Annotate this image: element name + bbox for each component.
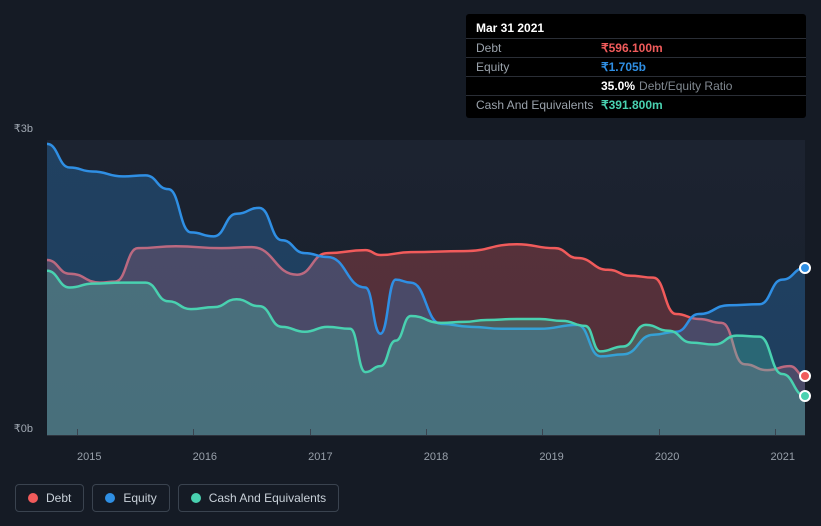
x-axis-tick: [193, 429, 194, 435]
x-axis-label: 2020: [655, 451, 679, 463]
tooltip-row-sublabel: Debt/Equity Ratio: [639, 79, 732, 93]
tooltip-row-label: Debt: [476, 41, 601, 55]
x-axis-label: 2017: [308, 451, 332, 463]
series-endpoint-equity: [799, 262, 811, 274]
x-axis-tick: [542, 429, 543, 435]
legend-item-equity[interactable]: Equity: [92, 484, 169, 512]
tooltip-row: Equity₹1.705b: [466, 57, 806, 76]
chart-area: ₹3b ₹0b 2015201620172018201920202021: [15, 120, 805, 440]
x-axis-tick: [310, 429, 311, 435]
x-axis-tick: [775, 429, 776, 435]
chart-plot[interactable]: 2015201620172018201920202021: [47, 140, 805, 435]
tooltip-row-value: ₹391.800m: [601, 98, 663, 112]
tooltip-date: Mar 31 2021: [466, 18, 806, 38]
legend-label: Equity: [123, 491, 156, 505]
x-axis-tick: [77, 429, 78, 435]
tooltip-row: Debt₹596.100m: [466, 38, 806, 57]
chart-tooltip: Mar 31 2021 Debt₹596.100mEquity₹1.705b35…: [466, 14, 806, 118]
x-axis-label: 2021: [770, 451, 794, 463]
tooltip-row: 35.0%Debt/Equity Ratio: [466, 76, 806, 95]
tooltip-row-label: Equity: [476, 60, 601, 74]
series-endpoint-debt: [799, 370, 811, 382]
legend-item-cash-and-equivalents[interactable]: Cash And Equivalents: [178, 484, 339, 512]
gridline-bottom: [47, 435, 805, 436]
tooltip-row-value: ₹1.705b: [601, 60, 646, 74]
x-axis-label: 2016: [193, 451, 217, 463]
legend-item-debt[interactable]: Debt: [15, 484, 84, 512]
x-axis-label: 2018: [424, 451, 448, 463]
tooltip-row: Cash And Equivalents₹391.800m: [466, 95, 806, 114]
y-axis-max: ₹3b: [5, 122, 33, 135]
tooltip-row-label: [476, 79, 601, 93]
legend-dot-icon: [105, 493, 115, 503]
legend-dot-icon: [28, 493, 38, 503]
series-endpoint-cash-and-equivalents: [799, 390, 811, 402]
chart-legend: Debt Equity Cash And Equivalents: [15, 484, 339, 512]
x-axis-tick: [426, 429, 427, 435]
tooltip-row-value: 35.0%Debt/Equity Ratio: [601, 79, 732, 93]
tooltip-row-label: Cash And Equivalents: [476, 98, 601, 112]
x-axis-label: 2019: [539, 451, 563, 463]
legend-label: Debt: [46, 491, 71, 505]
x-axis-label: 2015: [77, 451, 101, 463]
x-axis-tick: [659, 429, 660, 435]
y-axis-min: ₹0b: [5, 422, 33, 435]
x-axis-labels: 2015 2016 2017 2018 2019 2020 2021: [47, 451, 805, 463]
legend-label: Cash And Equivalents: [209, 491, 326, 505]
tooltip-row-value: ₹596.100m: [601, 41, 663, 55]
chart-svg: [47, 140, 805, 435]
legend-dot-icon: [191, 493, 201, 503]
